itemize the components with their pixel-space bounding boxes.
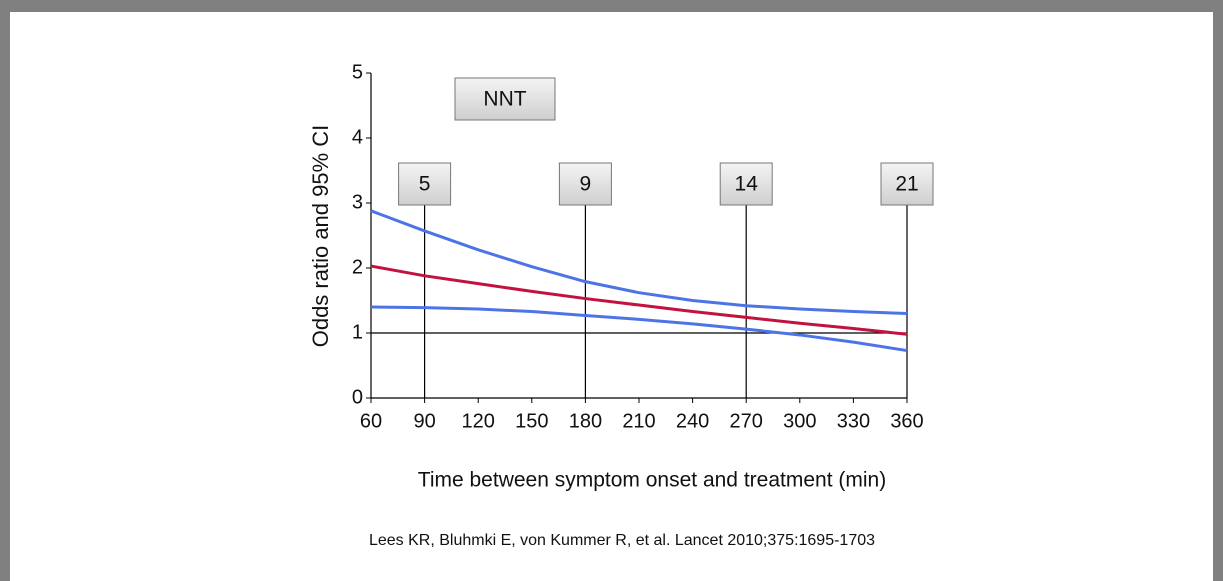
- slide-background: [10, 12, 1213, 581]
- nnt-box: [398, 162, 452, 206]
- y-tick-label: 2: [352, 256, 363, 278]
- x-tick-label: 120: [462, 410, 495, 432]
- x-tick-label: 240: [676, 410, 709, 432]
- x-tick-label: 330: [837, 410, 870, 432]
- nnt-value: 21: [895, 173, 918, 196]
- x-tick-label: 150: [515, 410, 548, 432]
- nnt-title-box: [454, 77, 556, 121]
- x-tick-label: 300: [783, 410, 816, 432]
- nnt-box: [880, 162, 934, 206]
- nnt-value: 9: [580, 173, 592, 196]
- y-tick-label: 4: [352, 126, 363, 148]
- x-tick-label: 180: [569, 410, 602, 432]
- y-tick-label: 3: [352, 191, 363, 213]
- y-axis-label: Odds ratio and 95% CI: [308, 125, 333, 348]
- y-tick-label: 5: [352, 61, 363, 83]
- nnt-box: [558, 162, 612, 206]
- x-tick-label: 270: [730, 410, 763, 432]
- series-line: [370, 209, 908, 315]
- x-tick-label: 90: [413, 410, 435, 432]
- y-tick-label: 0: [352, 386, 363, 408]
- series-line: [370, 264, 908, 336]
- citation: Lees KR, Bluhmki E, von Kummer R, et al.…: [369, 532, 875, 549]
- nnt-title: NNT: [483, 88, 526, 111]
- nnt-value: 5: [419, 173, 431, 196]
- series-line: [370, 305, 908, 353]
- x-tick-label: 60: [360, 410, 382, 432]
- x-axis-label: Time between symptom onset and treatment…: [418, 469, 886, 492]
- x-tick-label: 210: [622, 410, 655, 432]
- y-tick-label: 1: [352, 321, 363, 343]
- nnt-value: 14: [735, 173, 759, 196]
- x-tick-label: 360: [890, 410, 923, 432]
- nnt-box: [719, 162, 773, 206]
